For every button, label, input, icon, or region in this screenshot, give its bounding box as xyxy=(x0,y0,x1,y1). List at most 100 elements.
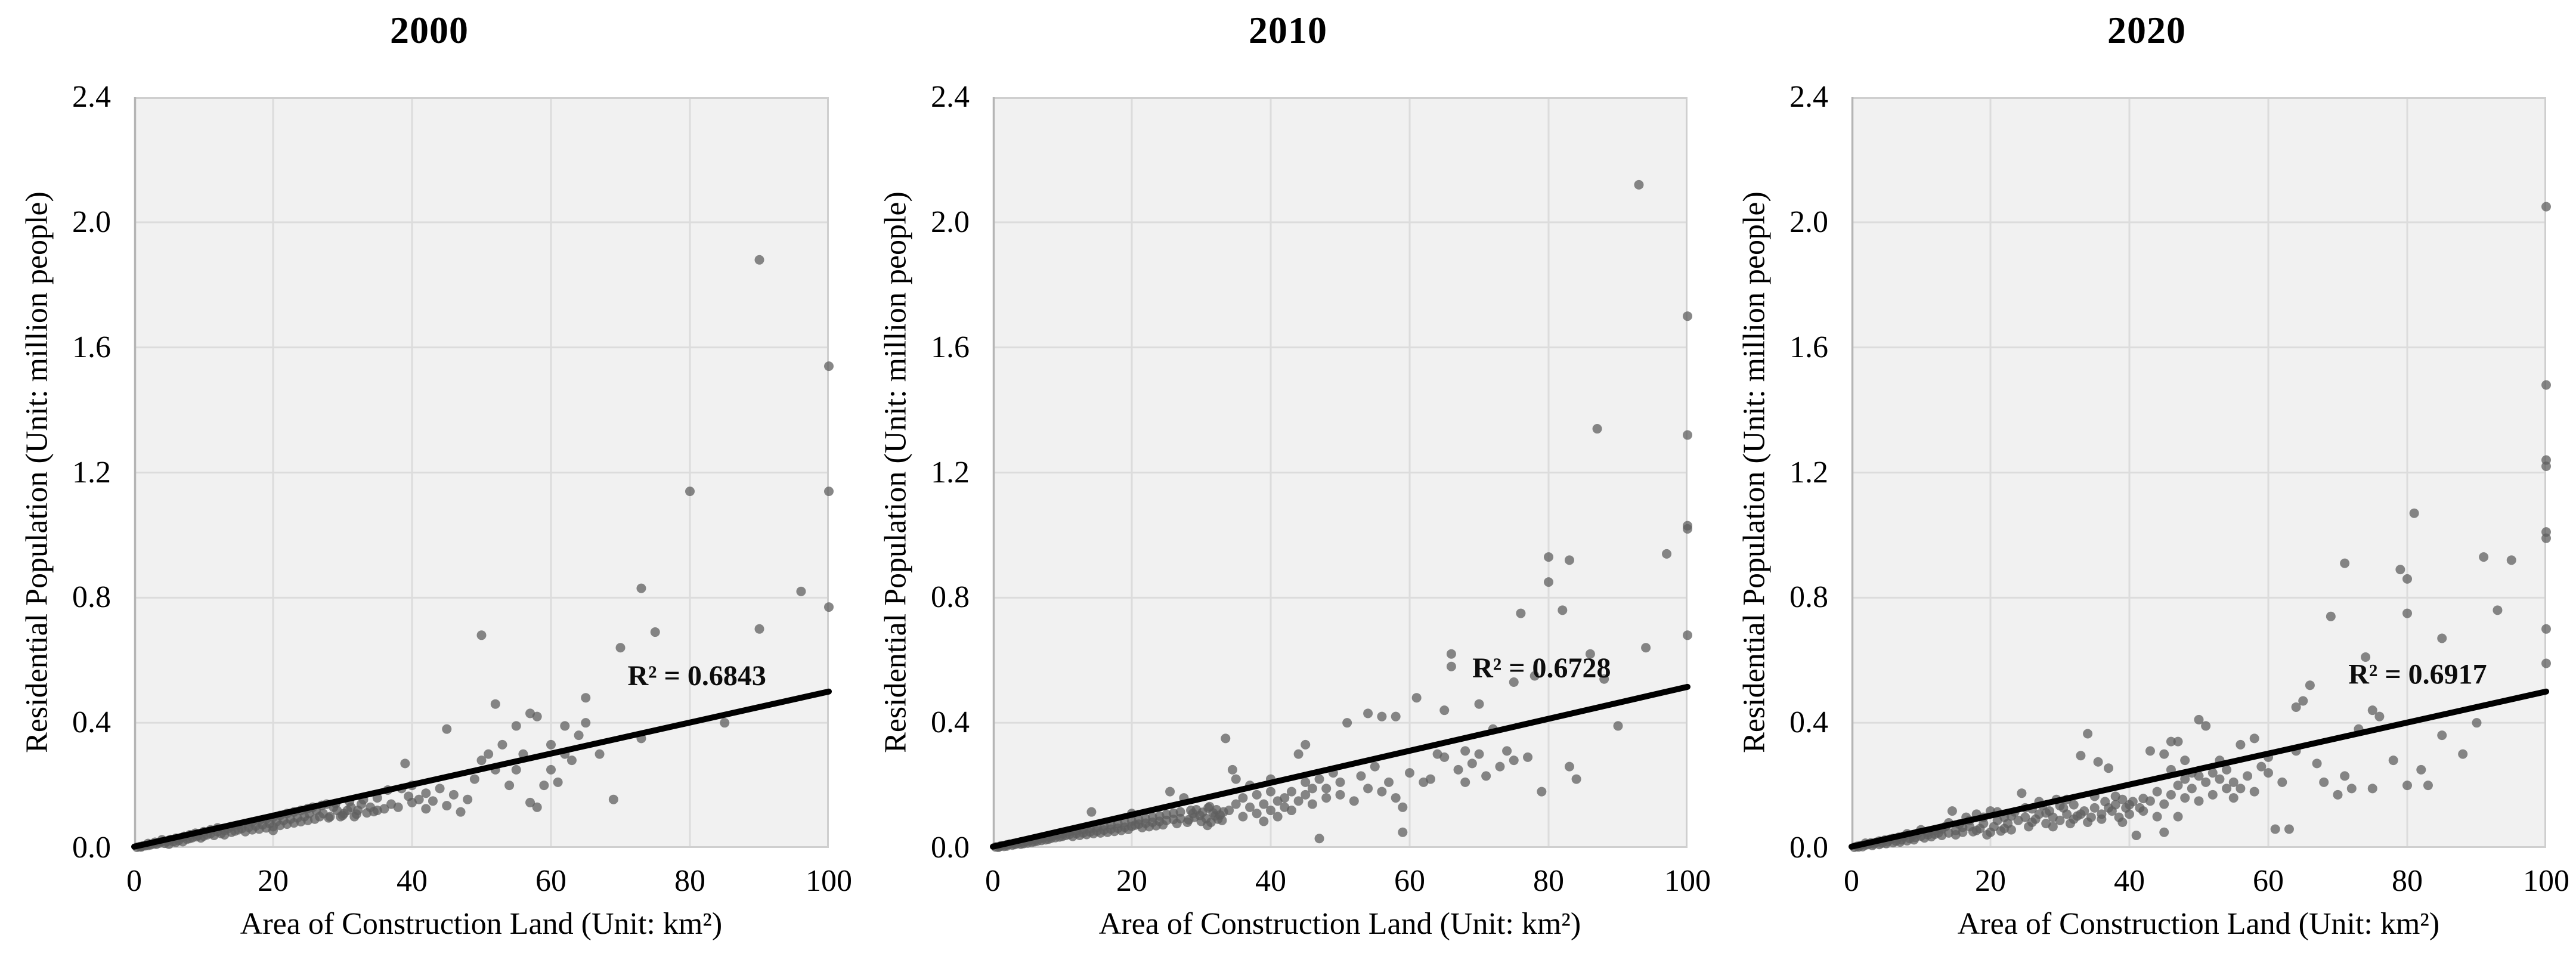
scatter-point xyxy=(2340,771,2350,781)
scatter-point xyxy=(2194,714,2204,724)
trend-line xyxy=(1849,688,2549,850)
scatter-point xyxy=(435,784,445,794)
y-tick-label: 0.8 xyxy=(931,580,970,615)
scatter-point xyxy=(1544,577,1553,587)
scatter-point xyxy=(1683,524,1692,534)
scatter-point xyxy=(2062,809,2072,819)
scatter-point xyxy=(421,804,431,814)
scatter-point xyxy=(2243,771,2253,781)
scatter-point xyxy=(1641,643,1651,653)
scatter-point xyxy=(1321,784,1332,794)
scatter-point xyxy=(2089,803,2100,813)
scatter-point xyxy=(2079,806,2089,816)
scatter-point xyxy=(469,774,479,784)
scatter-point xyxy=(2346,784,2357,794)
r2-annotation: R² = 0.6843 xyxy=(627,660,766,692)
scatter-point xyxy=(1634,179,1644,190)
scatter-point xyxy=(2374,711,2385,722)
scatter-point xyxy=(1613,721,1623,731)
scatter-point xyxy=(650,627,660,637)
scatter-point xyxy=(2222,784,2232,794)
scatter-point xyxy=(1301,777,1311,787)
scatter-point xyxy=(1398,827,1408,837)
scatter-point xyxy=(2541,380,2551,390)
scatter-point xyxy=(511,764,521,775)
scatter-point xyxy=(2194,771,2204,781)
scatter-point xyxy=(2388,755,2398,766)
scatter-point xyxy=(2395,565,2405,575)
scatter-point xyxy=(1564,761,1574,772)
scatter-point xyxy=(1564,555,1574,565)
scatter-point xyxy=(2020,812,2030,822)
scatter-point xyxy=(1558,605,1568,615)
scatter-point xyxy=(2277,777,2287,787)
scatter-point xyxy=(1086,807,1097,817)
x-tick-label: 0 xyxy=(985,864,1001,898)
scatter-point xyxy=(2541,462,2551,472)
scatter-point xyxy=(581,693,591,703)
scatter-point xyxy=(824,361,834,371)
scatter-point xyxy=(2097,814,2107,824)
scatter-point xyxy=(2138,806,2148,816)
scatter-point xyxy=(497,739,507,750)
x-tick-label: 60 xyxy=(1394,864,1425,898)
x-tick-label: 80 xyxy=(674,864,705,898)
scatter-point xyxy=(1349,796,1359,806)
scatter-point xyxy=(1293,749,1304,759)
scatter-point xyxy=(379,804,389,814)
scatter-point xyxy=(796,586,806,596)
chart-panel-2020: 2020 Residential Population (Unit: milli… xyxy=(1717,0,2576,963)
scatter-point xyxy=(490,699,500,709)
scatter-point xyxy=(2180,793,2190,803)
scatter-point xyxy=(595,749,605,759)
scatter-point xyxy=(1293,796,1304,806)
scatter-point xyxy=(2173,736,2183,747)
x-axis-title: Area of Construction Land (Unit: km²) xyxy=(240,907,723,941)
scatter-point xyxy=(574,730,584,741)
scatter-point xyxy=(2541,533,2551,543)
scatter-point xyxy=(1391,711,1401,722)
scatter-point xyxy=(1335,777,1345,787)
scatter-point xyxy=(2180,774,2190,784)
scatter-point xyxy=(400,758,410,769)
scatter-point xyxy=(1411,693,1422,703)
scatter-point xyxy=(2159,799,2169,809)
r2-annotation: R² = 0.6728 xyxy=(1472,652,1611,684)
scatter-point xyxy=(553,777,563,787)
scatter-point xyxy=(1377,786,1387,797)
scatter-point xyxy=(2083,729,2093,739)
x-tick-label: 0 xyxy=(1844,864,1859,898)
y-tick-label: 2.4 xyxy=(72,80,111,114)
scatter-point xyxy=(1307,799,1317,809)
x-tick-label: 40 xyxy=(1255,864,1286,898)
y-tick-label: 0.0 xyxy=(1789,831,1828,865)
scatter-point xyxy=(1439,705,1450,716)
scatter-point xyxy=(2110,800,2120,810)
scatter-point xyxy=(1502,746,1512,756)
x-tick-label: 80 xyxy=(2392,864,2423,898)
scatter-point xyxy=(476,755,487,766)
scatter-point xyxy=(2152,786,2162,797)
scatter-point xyxy=(2493,605,2503,615)
scatter-point xyxy=(1238,793,1248,803)
y-tick-label: 0.4 xyxy=(72,705,111,740)
scatter-point xyxy=(1363,708,1373,719)
scatter-point xyxy=(1947,806,1957,816)
scatter-point xyxy=(1162,815,1172,825)
scatter-point xyxy=(2166,789,2176,800)
scatter-point xyxy=(2541,202,2551,212)
scatter-point xyxy=(484,749,494,759)
scatter-point xyxy=(2361,652,2371,662)
scatter-point xyxy=(2423,781,2433,791)
scatter-point xyxy=(393,802,403,812)
scatter-point xyxy=(1439,752,1450,762)
scatter-point xyxy=(1530,671,1540,681)
scatter-point xyxy=(1165,786,1175,797)
x-tick-label: 0 xyxy=(126,864,142,898)
scatter-point xyxy=(1252,809,1262,819)
scatter-point xyxy=(1683,630,1692,640)
scatter-point xyxy=(1467,758,1477,769)
scatter-point xyxy=(1391,793,1401,803)
scatter-point xyxy=(2249,733,2259,744)
